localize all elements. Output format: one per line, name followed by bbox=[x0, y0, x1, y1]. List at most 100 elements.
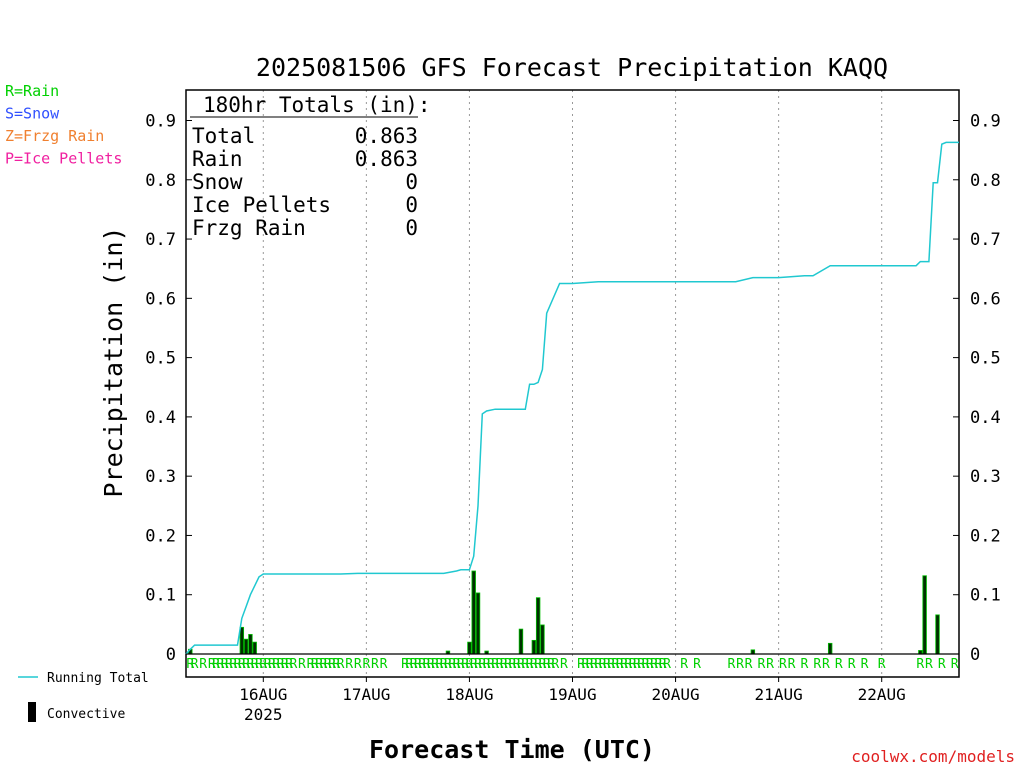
precip-type-marker: R bbox=[423, 657, 431, 672]
precip-type-marker: R bbox=[951, 657, 959, 672]
y-tick-label-right: 0.4 bbox=[970, 408, 1001, 428]
precip-type-marker: R bbox=[221, 657, 229, 672]
precip-type-marker: R bbox=[508, 657, 516, 672]
precip-type-marker: R bbox=[225, 657, 233, 672]
convective-bar bbox=[827, 642, 833, 655]
precip-type-marker: R bbox=[779, 657, 787, 672]
x-tick-label: 18AUG bbox=[445, 685, 493, 704]
precip-type-marker: R bbox=[242, 657, 250, 672]
precip-type-marker: R bbox=[612, 657, 620, 672]
precip-type-marker: R bbox=[440, 657, 448, 672]
precip-type-marker: R bbox=[500, 657, 508, 672]
precip-type-marker: R bbox=[835, 657, 843, 672]
precip-type-marker: R bbox=[848, 657, 856, 672]
precip-type-marker: R bbox=[345, 657, 353, 672]
convective-bar bbox=[475, 592, 481, 655]
precip-type-marker: R bbox=[418, 657, 426, 672]
precip-type-marker: R bbox=[311, 657, 319, 672]
precip-type-marker: R bbox=[337, 657, 345, 672]
y-tick-label: 0.6 bbox=[145, 289, 176, 309]
convective-bar bbox=[535, 597, 541, 655]
precip-type-marker: R bbox=[800, 657, 808, 672]
precip-type-marker: R bbox=[543, 657, 551, 672]
convective-bar bbox=[252, 641, 257, 655]
totals-row-label: Ice Pellets bbox=[192, 193, 331, 217]
precip-type-marker: R bbox=[620, 657, 628, 672]
y-tick-label: 0.1 bbox=[145, 586, 176, 606]
convective-bar bbox=[467, 641, 472, 655]
precip-type-marker: R bbox=[380, 657, 388, 672]
y-tick-label-right: 0.3 bbox=[970, 467, 1001, 487]
precip-type-marker: R bbox=[277, 657, 285, 672]
precip-type-marker: R bbox=[264, 657, 272, 672]
precip-type-marker: R bbox=[461, 657, 469, 672]
precip-type-marker: R bbox=[745, 657, 753, 672]
precip-type-marker: R bbox=[229, 657, 237, 672]
running-total-line bbox=[185, 141, 959, 655]
precip-type-marker: R bbox=[534, 657, 542, 672]
precip-type-marker: R bbox=[431, 657, 439, 672]
y-tick-label: 0.5 bbox=[145, 349, 176, 369]
precip-type-legend-item: R=Rain bbox=[5, 82, 59, 100]
precip-type-marker: R bbox=[186, 657, 194, 672]
precip-type-marker: R bbox=[285, 657, 293, 672]
precip-type-marker: R bbox=[727, 657, 735, 672]
totals-heading: 180hr Totals (in): bbox=[203, 93, 431, 117]
convective-bar bbox=[531, 639, 537, 655]
y-tick-label: 0.4 bbox=[145, 408, 176, 428]
series-legend: Running Total Convective bbox=[18, 671, 149, 722]
precip-type-marker: R bbox=[813, 657, 821, 672]
precip-type-marker: R bbox=[199, 657, 207, 672]
convective-legend-swatch bbox=[28, 702, 36, 722]
totals-row-label: Total bbox=[192, 124, 255, 148]
precip-type-legend-item: Z=Frzg Rain bbox=[5, 127, 104, 145]
precip-type-marker: R bbox=[272, 657, 280, 672]
precip-type-marker: R bbox=[766, 657, 774, 672]
x-tick-label: 20AUG bbox=[651, 685, 699, 704]
precip-type-marker: R bbox=[371, 657, 379, 672]
totals-row-label: Frzg Rain bbox=[192, 216, 306, 240]
precip-type-marker: R bbox=[212, 657, 220, 672]
convective-bar bbox=[750, 649, 756, 655]
precip-type-marker: R bbox=[255, 657, 263, 672]
precip-type-marker: R bbox=[457, 657, 465, 672]
y-axis: 0 00.1 0.10.2 0.20.3 0.30.4 0.40.5 0.50.6 0.60.… bbox=[145, 112, 1000, 666]
x-tick-label: 16AUG bbox=[239, 685, 287, 704]
precip-type-marker: R bbox=[448, 657, 456, 672]
precip-type-marker: R bbox=[328, 657, 336, 672]
y-tick-label-right: 0.6 bbox=[970, 289, 1001, 309]
precip-type-marker: R bbox=[616, 657, 624, 672]
x-tick-label: 17AUG bbox=[342, 685, 390, 704]
precip-type-marker: R bbox=[938, 657, 946, 672]
precip-type-marker: R bbox=[513, 657, 521, 672]
precip-type-marker: R bbox=[629, 657, 637, 672]
grid-lines bbox=[262, 90, 883, 677]
precip-type-marker: R bbox=[208, 657, 216, 672]
y-tick-label: 0.8 bbox=[145, 171, 176, 191]
convective-bars bbox=[186, 570, 959, 655]
precip-type-marker: R bbox=[878, 657, 886, 672]
precip-type-marker: R bbox=[603, 657, 611, 672]
precip-type-marker: R bbox=[427, 657, 435, 672]
x-tick-label: 19AUG bbox=[548, 685, 596, 704]
convective-bar bbox=[922, 575, 927, 655]
precip-type-marker: R bbox=[414, 657, 422, 672]
running-total-layer bbox=[185, 141, 959, 655]
precip-type-marker: R bbox=[646, 657, 654, 672]
precip-type-marker: R bbox=[362, 657, 370, 672]
y-tick-label-right: 0.9 bbox=[970, 112, 1001, 132]
precip-type-marker: R bbox=[247, 657, 255, 672]
precip-type-marker: R bbox=[405, 657, 413, 672]
precip-type-marker: R bbox=[410, 657, 418, 672]
precip-type-marker: R bbox=[517, 657, 525, 672]
precip-type-marker: R bbox=[324, 657, 332, 672]
totals-row-value: 0.863 bbox=[355, 147, 418, 171]
precip-type-marker: R bbox=[298, 657, 306, 672]
y-tick-label: 0.9 bbox=[145, 112, 176, 132]
y-tick-label: 0.3 bbox=[145, 467, 176, 487]
precip-type-legend-item: P=Ice Pellets bbox=[5, 150, 122, 168]
precip-type-marker: R bbox=[607, 657, 615, 672]
precip-type-marker: R bbox=[289, 657, 297, 672]
